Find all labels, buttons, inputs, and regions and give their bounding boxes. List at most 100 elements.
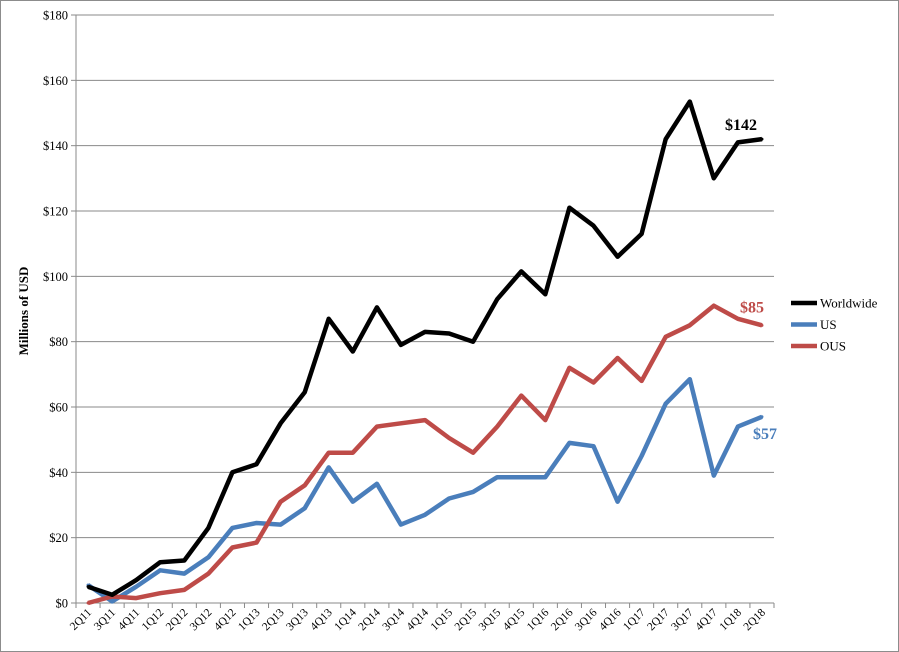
data-point-worldwide	[543, 292, 547, 296]
data-point-worldwide	[640, 232, 644, 236]
y-axis-label: Millions of USD	[16, 267, 31, 356]
data-point-ous	[327, 451, 331, 455]
x-tick-label: 3Q11	[92, 606, 118, 632]
data-point-ous	[712, 304, 716, 308]
data-point-us	[688, 377, 692, 381]
data-point-worldwide	[351, 349, 355, 353]
data-point-worldwide	[736, 140, 740, 144]
data-point-us	[519, 475, 523, 479]
data-point-us	[399, 523, 403, 527]
data-point-us	[158, 568, 162, 572]
series-line-us	[86, 376, 763, 604]
data-point-ous	[255, 541, 259, 545]
axes	[75, 15, 775, 608]
data-point-ous	[158, 591, 162, 595]
data-point-ous	[303, 483, 307, 487]
data-point-worldwide	[399, 343, 403, 347]
data-point-ous	[375, 425, 379, 429]
data-point-worldwide	[303, 390, 307, 394]
data-point-worldwide	[110, 593, 114, 597]
end-label-ous: $85	[740, 299, 764, 316]
data-point-ous	[230, 545, 234, 549]
data-point-worldwide	[495, 297, 499, 301]
data-point-us	[471, 490, 475, 494]
data-point-us	[327, 465, 331, 469]
y-tick-label: $140	[43, 139, 68, 153]
legend: Worldwide US OUS	[791, 296, 878, 354]
data-point-us	[640, 454, 644, 458]
data-point-ous	[688, 323, 692, 327]
y-tick-label: $180	[43, 9, 68, 23]
series-line-ous	[87, 303, 763, 606]
data-point-us	[303, 506, 307, 510]
data-point-worldwide	[423, 330, 427, 334]
y-tick-label: $0	[56, 597, 69, 611]
data-point-ous	[182, 588, 186, 592]
x-tick-label: 4Q14	[405, 606, 432, 633]
y-tick-label: $100	[43, 270, 68, 284]
data-point-worldwide	[471, 340, 475, 344]
data-point-ous	[543, 418, 547, 422]
data-point-ous	[423, 418, 427, 422]
data-point-worldwide	[519, 269, 523, 273]
x-tick-label: 4Q13	[308, 606, 335, 633]
data-point-us	[591, 444, 595, 448]
data-point-worldwide	[158, 560, 162, 564]
data-point-us	[423, 513, 427, 517]
data-point-worldwide	[327, 317, 331, 321]
data-point-ous	[591, 381, 595, 384]
x-tick-label: 2Q13	[260, 606, 287, 633]
data-point-us	[375, 482, 379, 486]
y-tick-label: $80	[49, 335, 68, 349]
data-point-ous	[351, 451, 355, 455]
data-point-us	[279, 523, 283, 527]
y-tick-label: $60	[49, 401, 68, 415]
data-point-worldwide	[760, 137, 764, 141]
data-point-us	[567, 441, 571, 445]
data-point-ous	[664, 335, 668, 339]
data-point-ous	[616, 356, 620, 360]
x-tick-label: 4Q17	[693, 606, 720, 633]
data-point-worldwide	[591, 224, 595, 228]
gridlines	[71, 14, 774, 604]
data-point-us	[495, 475, 499, 479]
data-point-worldwide	[712, 176, 716, 180]
data-point-us	[712, 474, 716, 478]
legend-label-worldwide: Worldwide	[820, 296, 878, 311]
x-tick-label: 1Q16	[525, 606, 552, 633]
x-tick-label: 2Q12	[164, 606, 191, 633]
x-tick-label: 2Q18	[742, 606, 769, 633]
data-point-worldwide	[206, 526, 210, 530]
x-tick-label: 1Q13	[236, 606, 263, 633]
data-point-us	[206, 555, 210, 559]
data-point-worldwide	[86, 585, 90, 589]
data-point-us	[134, 585, 138, 589]
x-tick-label: 3Q14	[380, 606, 407, 633]
data-point-us	[736, 425, 740, 429]
x-tick-label: 1Q15	[429, 606, 456, 633]
data-point-ous	[279, 500, 283, 504]
data-point-worldwide	[255, 462, 259, 466]
x-tick-label: 3Q15	[477, 606, 504, 633]
data-point-worldwide	[567, 206, 571, 210]
data-point-worldwide	[688, 100, 692, 104]
x-tick-label: 4Q11	[116, 606, 142, 632]
data-point-ous	[495, 425, 499, 429]
data-point-worldwide	[375, 305, 379, 309]
y-tick-label: $160	[43, 74, 68, 88]
data-point-us	[182, 572, 186, 576]
legend-label-ous: OUS	[820, 339, 846, 354]
x-tick-label: 2Q11	[68, 606, 94, 632]
data-point-worldwide	[230, 470, 234, 474]
data-point-us	[664, 402, 668, 406]
data-point-us	[616, 500, 620, 504]
x-tick-label: 1Q14	[332, 606, 359, 633]
data-point-worldwide	[447, 332, 451, 335]
data-point-ous	[399, 421, 403, 425]
x-tick-label: 4Q16	[597, 606, 624, 633]
data-point-ous	[447, 436, 451, 440]
data-point-ous	[86, 601, 90, 605]
x-tick-label: 3Q13	[284, 606, 311, 633]
data-point-worldwide	[182, 559, 186, 563]
